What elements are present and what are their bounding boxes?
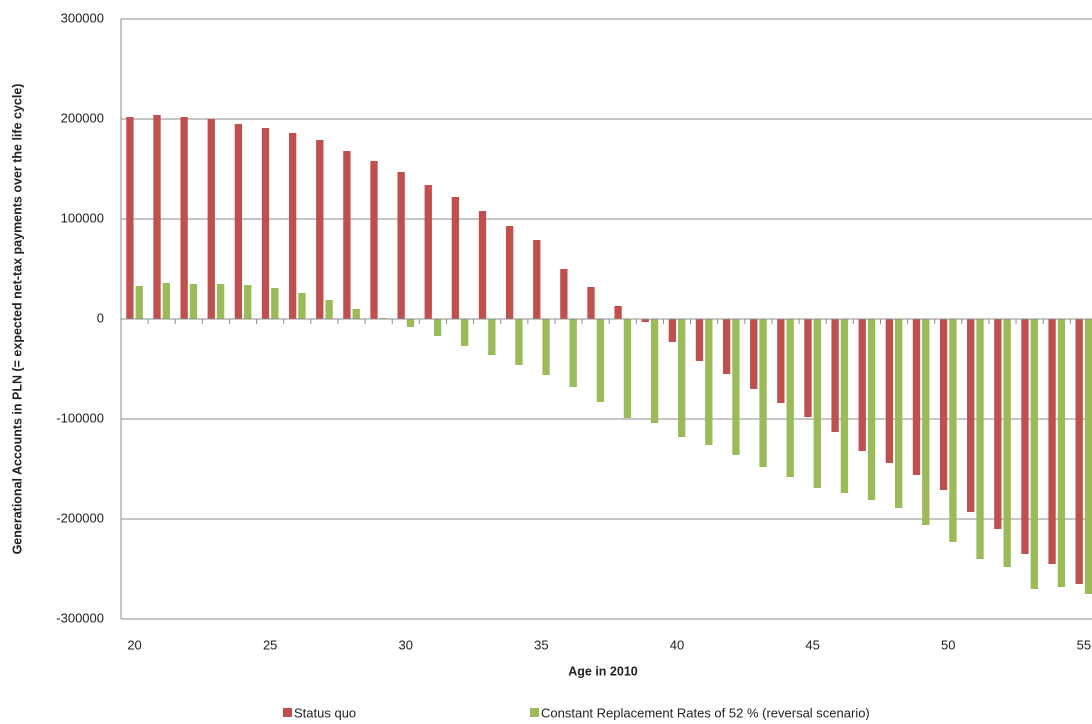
bar	[804, 319, 812, 417]
bar	[678, 319, 686, 437]
bar	[451, 197, 460, 319]
bar	[135, 286, 143, 319]
bar	[587, 287, 595, 319]
bar	[1030, 319, 1038, 589]
bar	[397, 172, 405, 319]
y-tick-label: 300000	[61, 10, 104, 25]
bar	[786, 319, 794, 477]
bar	[994, 319, 1002, 529]
bar	[343, 151, 351, 319]
legend-swatch	[283, 708, 292, 717]
bar	[216, 284, 225, 319]
bar	[1075, 319, 1083, 584]
bar	[234, 124, 243, 319]
y-tick-label: -300000	[56, 610, 104, 625]
bar	[370, 161, 378, 319]
bar	[478, 211, 487, 319]
bar	[1003, 319, 1011, 567]
x-tick-label: 25	[263, 637, 277, 652]
x-tick-label: 55	[1077, 637, 1091, 652]
bar	[180, 117, 188, 319]
bar	[623, 319, 632, 418]
bar	[1021, 319, 1029, 554]
x-tick-label: 30	[399, 637, 413, 652]
bar	[126, 117, 134, 319]
bar	[976, 319, 984, 559]
bar	[406, 319, 415, 327]
bar	[668, 319, 677, 342]
bar	[261, 128, 270, 319]
bar	[949, 319, 957, 542]
bar	[695, 319, 704, 361]
bar	[922, 319, 930, 525]
bar	[1048, 319, 1056, 564]
bar	[759, 319, 767, 467]
bar	[424, 185, 432, 319]
bar	[732, 319, 740, 455]
bar	[153, 115, 161, 319]
bar	[777, 319, 785, 403]
bar	[1057, 319, 1066, 587]
bar	[840, 319, 849, 493]
bar	[162, 283, 171, 319]
bar	[569, 319, 577, 387]
bar	[461, 319, 469, 346]
bar	[488, 319, 496, 355]
bar	[533, 240, 541, 319]
legend-label: Status quo	[294, 705, 356, 720]
x-tick-label: 20	[127, 637, 141, 652]
bar	[288, 133, 297, 319]
bar	[858, 319, 866, 451]
bar	[722, 319, 731, 374]
bar	[831, 319, 839, 432]
bar	[641, 319, 649, 322]
bar	[244, 285, 252, 319]
bar	[1084, 319, 1092, 594]
y-tick-label: 200000	[61, 110, 104, 125]
bar	[325, 300, 333, 319]
bar	[271, 288, 279, 319]
bar	[596, 319, 604, 402]
y-axis-title: Generational Accounts in PLN (= expected…	[10, 84, 24, 555]
bar	[885, 319, 894, 463]
bar	[505, 226, 514, 319]
y-tick-label: -200000	[56, 510, 104, 525]
y-tick-label: -100000	[56, 410, 104, 425]
legend-swatch	[530, 708, 539, 717]
y-tick-label: 0	[97, 310, 104, 325]
bar	[813, 319, 821, 488]
x-tick-label: 35	[534, 637, 548, 652]
bar	[298, 293, 306, 319]
bar	[895, 319, 903, 508]
bar	[939, 319, 948, 490]
x-tick-label: 40	[670, 637, 684, 652]
y-tick-label: 100000	[61, 210, 104, 225]
bar	[750, 319, 758, 389]
x-axis-title: Age in 2010	[568, 664, 638, 678]
bar	[614, 306, 622, 319]
bar	[560, 269, 568, 319]
x-tick-label: 50	[941, 637, 955, 652]
bar	[705, 319, 713, 445]
bar	[515, 319, 523, 365]
bar	[542, 319, 550, 375]
bar	[867, 319, 876, 500]
bar	[207, 119, 215, 319]
bar	[189, 284, 198, 319]
legend-label: Constant Replacement Rates of 52 % (reve…	[541, 705, 870, 720]
bar	[352, 309, 360, 319]
bar	[650, 319, 659, 423]
bar	[433, 319, 442, 336]
x-tick-label: 45	[805, 637, 819, 652]
bar	[316, 140, 324, 319]
bar	[912, 319, 921, 475]
bar	[967, 319, 975, 512]
